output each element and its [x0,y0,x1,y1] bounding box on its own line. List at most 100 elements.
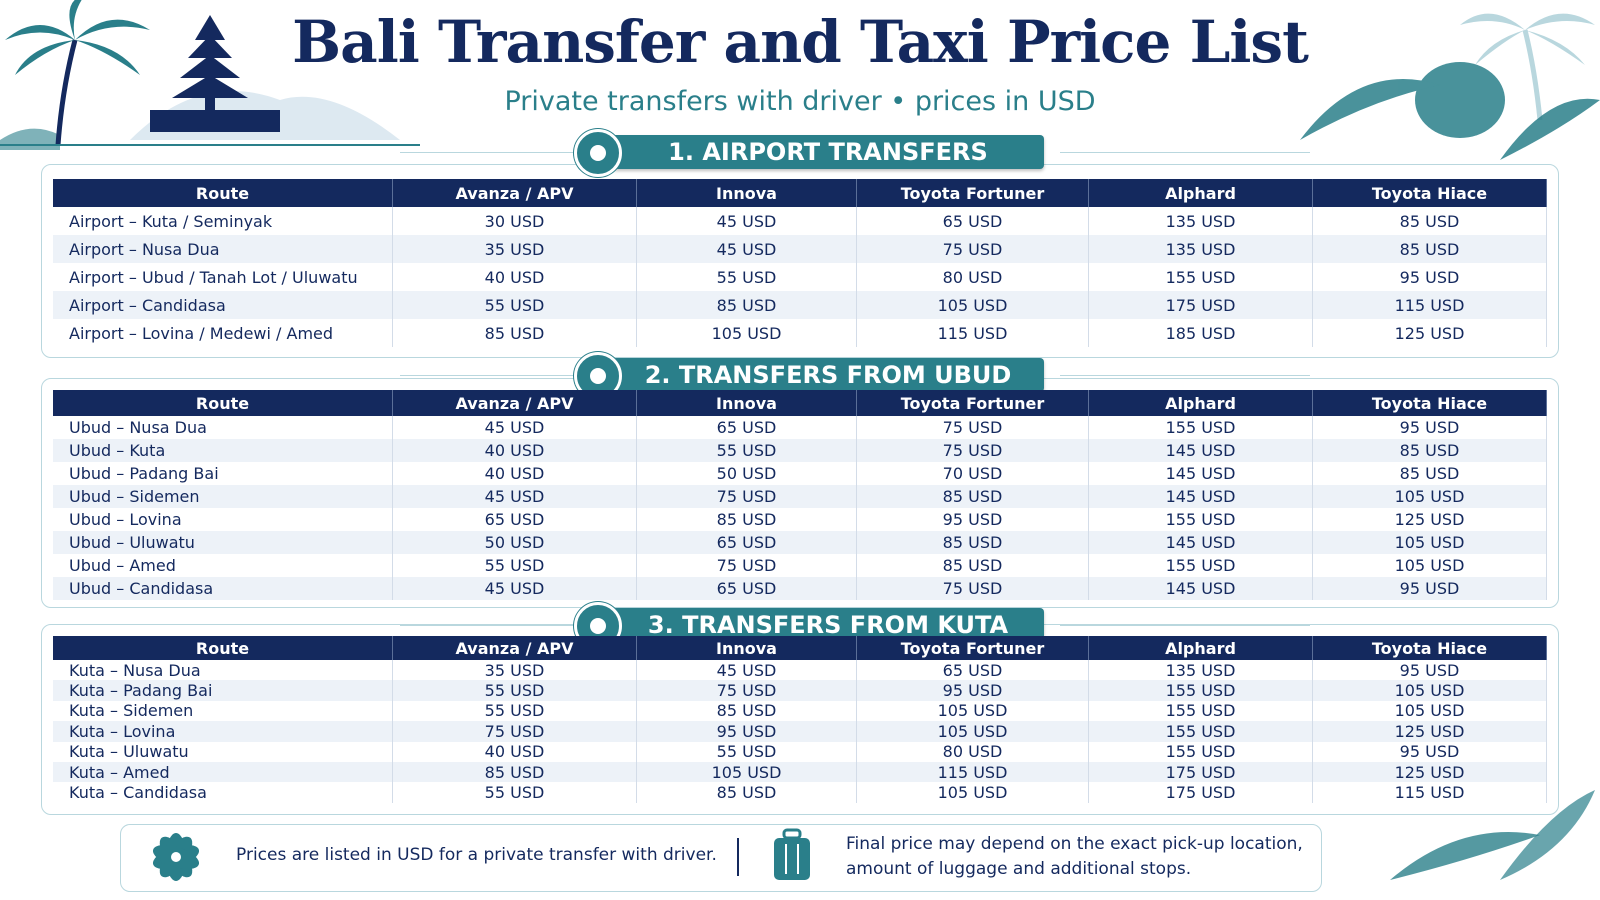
price-cell: 175 USD [1089,761,1313,783]
price-cell: 65 USD [393,508,637,531]
price-cell: 85 USD [393,761,637,783]
price-cell: 85 USD [637,508,857,531]
price-cell: 155 USD [1089,508,1313,531]
price-cell: 125 USD [1313,761,1547,783]
route-cell: Kuta – Amed [53,761,393,783]
price-cell: 95 USD [1313,263,1547,291]
table-header: Route Avanza / APV Innova Toyota Fortuner Al… [53,179,1547,207]
price-cell: 105 USD [857,721,1089,742]
price-cell: 55 USD [393,782,637,803]
table-row: Ubud – Nusa Dua 45 USD 65 USD 75 USD 155 USD… [53,416,1547,439]
price-cell: 50 USD [393,531,637,554]
section-banner: 1. AIRPORT TRANSFERS [612,135,1044,169]
route-cell: Kuta – Candidasa [53,782,393,803]
price-cell: 80 USD [857,263,1089,291]
banner-line [400,375,580,376]
price-cell: 115 USD [857,319,1089,347]
price-cell: 115 USD [1313,291,1547,319]
price-cell: 75 USD [857,577,1089,600]
price-cell: 105 USD [1313,700,1547,722]
price-cell: 135 USD [1089,207,1313,235]
price-cell: 85 USD [857,554,1089,577]
price-cell: 55 USD [393,680,637,701]
price-cell: 40 USD [393,263,637,291]
price-cell: 55 USD [393,291,637,319]
section-banner: 2. TRANSFERS FROM UBUD [612,358,1044,392]
footer-note: Final price may depend on the exact pick… [846,834,1303,879]
column-header: Alphard [1089,636,1313,660]
route-cell: Ubud – Candidasa [53,577,393,600]
column-header: Avanza / APV [393,390,637,416]
left-decoration [0,0,420,150]
route-cell: Ubud – Uluwatu [53,531,393,554]
route-cell: Airport – Kuta / Seminyak [53,207,393,235]
column-header: Toyota Fortuner [857,179,1089,207]
leaf [1500,790,1595,880]
price-cell: 35 USD [393,660,637,681]
route-cell: Kuta – Uluwatu [53,741,393,762]
table-row: Kuta – Lovina 75 USD 95 USD 105 USD 155 USD 1… [53,721,1547,742]
column-header: Toyota Hiace [1313,179,1547,207]
price-cell: 125 USD [1313,721,1547,742]
pagoda [150,15,280,132]
route-cell: Ubud – Nusa Dua [53,416,393,439]
price-cell: 85 USD [857,531,1089,554]
price-cell: 85 USD [1313,235,1547,263]
price-cell: 95 USD [1313,660,1547,681]
price-cell: 40 USD [393,741,637,762]
table-row: Airport – Candidasa 55 USD 85 USD 105 USD 17… [53,291,1547,319]
price-cell: 105 USD [1313,554,1547,577]
price-cell: 55 USD [637,741,857,762]
table-row: Kuta – Nusa Dua 35 USD 45 USD 65 USD 135 USD… [53,660,1547,681]
price-table: Route Avanza / APV Innova Toyota Fortuner Al… [53,179,1547,347]
route-cell: Kuta – Lovina [53,721,393,742]
price-cell: 185 USD [1089,319,1313,347]
column-header: Toyota Hiace [1313,390,1547,416]
price-cell: 155 USD [1089,263,1313,291]
column-header: Alphard [1089,179,1313,207]
price-cell: 105 USD [857,700,1089,722]
price-cell: 95 USD [857,508,1089,531]
banner-line [1060,375,1310,376]
price-cell: 40 USD [393,439,637,462]
table-row: Ubud – Uluwatu 50 USD 65 USD 85 USD 145 USD 1… [53,531,1547,554]
price-cell: 80 USD [857,741,1089,762]
table-row: Airport – Kuta / Seminyak 30 USD 45 USD 65 … [53,207,1547,235]
price-cell: 155 USD [1089,700,1313,722]
price-cell: 155 USD [1089,554,1313,577]
price-cell: 85 USD [1313,207,1547,235]
palm-trunk [55,39,78,146]
palm-trunk [1522,29,1543,121]
table-row: Kuta – Candidasa 55 USD 85 USD 105 USD 175 U… [53,782,1547,803]
price-cell: 105 USD [1313,680,1547,701]
column-header: Route [53,636,393,660]
price-cell: 85 USD [637,782,857,803]
price-cell: 145 USD [1089,462,1313,485]
table-row: Ubud – Lovina 65 USD 85 USD 95 USD 155 USD 12… [53,508,1547,531]
table-row: Airport – Ubud / Tanah Lot / Uluwatu 40 U… [53,263,1547,291]
price-cell: 115 USD [857,761,1089,783]
column-header: Toyota Fortuner [857,390,1089,416]
route-cell: Ubud – Lovina [53,508,393,531]
icon-glyph [590,368,606,384]
price-cell: 85 USD [393,319,637,347]
icon-glyph [590,618,606,634]
price-cell: 30 USD [393,207,637,235]
price-cell: 145 USD [1089,439,1313,462]
route-cell: Airport – Nusa Dua [53,235,393,263]
price-cell: 105 USD [637,761,857,783]
route-cell: Ubud – Kuta [53,439,393,462]
price-cell: 75 USD [637,680,857,701]
title: Bali Transfer and Taxi Price List [292,8,1309,76]
table-header: Route Avanza / APV Innova Toyota Fortuner Al… [53,636,1547,660]
route-cell: Kuta – Padang Bai [53,680,393,701]
price-cell: 155 USD [1089,416,1313,439]
table-row: Ubud – Kuta 40 USD 55 USD 75 USD 145 USD 85 U… [53,439,1547,462]
banner-line [400,152,580,153]
price-cell: 55 USD [637,439,857,462]
footer-note: Prices are listed in USD for a private t… [236,845,717,865]
luggage-icon [774,828,810,880]
table-row: Kuta – Padang Bai 55 USD 75 USD 95 USD 155 U… [53,680,1547,701]
column-header: Route [53,179,393,207]
